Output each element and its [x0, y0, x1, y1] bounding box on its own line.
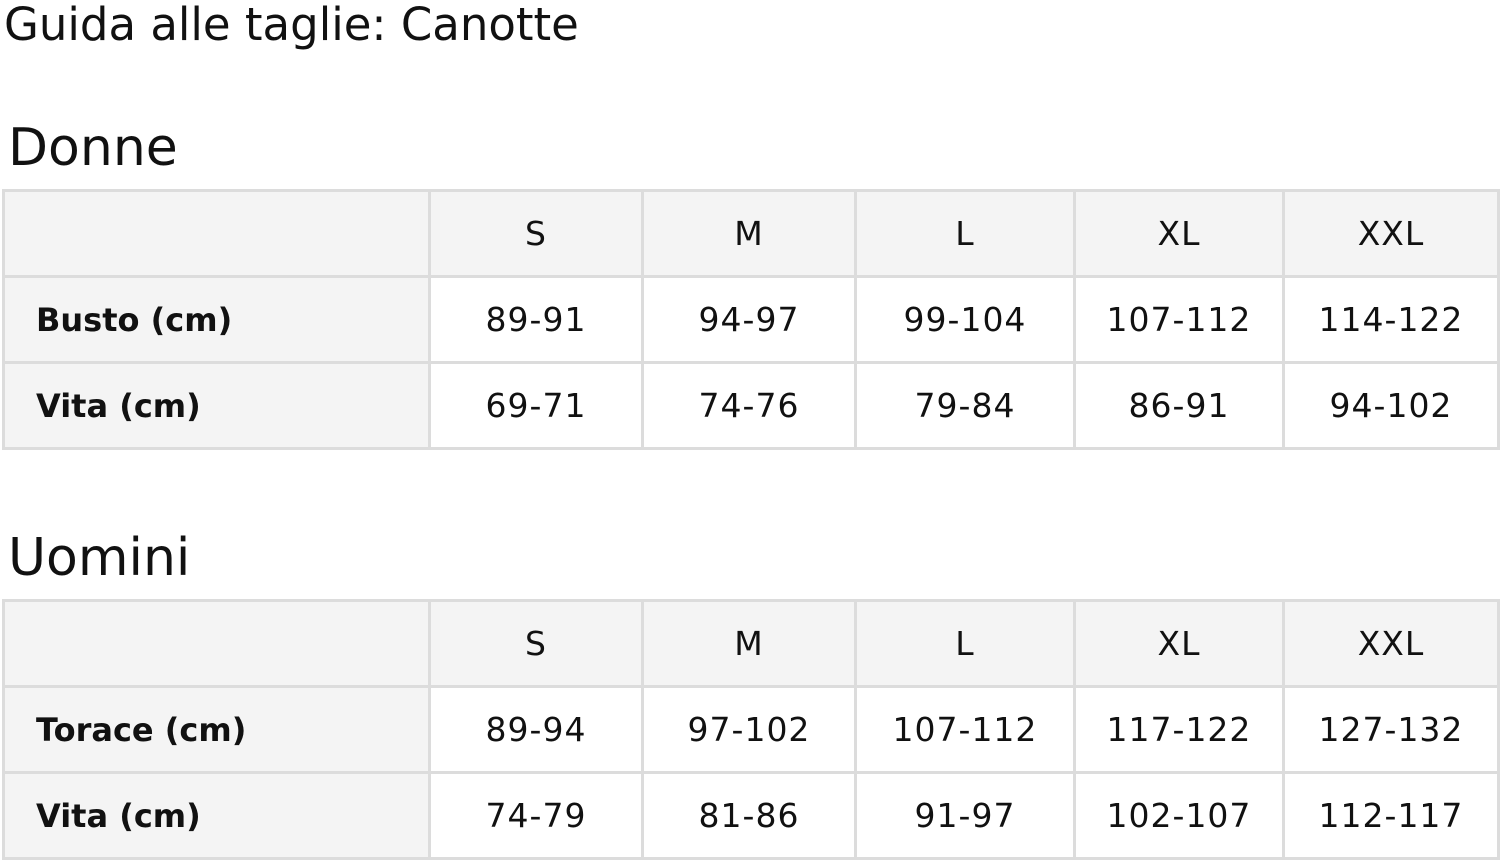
measurement-cell: 102-107	[1073, 771, 1285, 860]
measurement-cell: 74-76	[641, 361, 857, 450]
table-row: Vita (cm) 69-71 74-76 79-84 86-91 94-102	[2, 361, 1500, 450]
size-header: L	[854, 599, 1076, 688]
corner-cell	[2, 599, 431, 688]
row-label: Vita (cm)	[2, 771, 431, 860]
row-label: Torace (cm)	[2, 685, 431, 774]
section-heading-donne: Donne	[8, 118, 178, 178]
size-header: M	[641, 189, 857, 278]
measurement-cell: 107-112	[854, 685, 1076, 774]
measurement-cell: 74-79	[428, 771, 644, 860]
size-header: M	[641, 599, 857, 688]
measurement-cell: 89-91	[428, 275, 644, 364]
measurement-cell: 81-86	[641, 771, 857, 860]
measurement-cell: 69-71	[428, 361, 644, 450]
measurement-cell: 91-97	[854, 771, 1076, 860]
size-header: XXL	[1282, 599, 1500, 688]
measurement-cell: 79-84	[854, 361, 1076, 450]
measurement-cell: 99-104	[854, 275, 1076, 364]
size-header: XL	[1073, 189, 1285, 278]
measurement-cell: 86-91	[1073, 361, 1285, 450]
size-header: XXL	[1282, 189, 1500, 278]
header-row: S M L XL XXL	[2, 189, 1500, 278]
section-heading-uomini: Uomini	[8, 528, 191, 588]
row-label: Vita (cm)	[2, 361, 431, 450]
size-table-uomini: S M L XL XXL Torace (cm) 89-94 97-102 107-112 117…	[2, 599, 1500, 860]
measurement-cell: 112-117	[1282, 771, 1500, 860]
measurement-cell: 94-97	[641, 275, 857, 364]
measurement-cell: 107-112	[1073, 275, 1285, 364]
size-header: L	[854, 189, 1076, 278]
table-row: Busto (cm) 89-91 94-97 99-104 107-112 114-122	[2, 275, 1500, 364]
measurement-cell: 89-94	[428, 685, 644, 774]
size-table-donne: S M L XL XXL Busto (cm) 89-91 94-97 99-104 107-11…	[2, 189, 1500, 450]
corner-cell	[2, 189, 431, 278]
header-row: S M L XL XXL	[2, 599, 1500, 688]
measurement-cell: 127-132	[1282, 685, 1500, 774]
size-header: XL	[1073, 599, 1285, 688]
table-row: Vita (cm) 74-79 81-86 91-97 102-107 112-117	[2, 771, 1500, 860]
size-header: S	[428, 189, 644, 278]
table-row: Torace (cm) 89-94 97-102 107-112 117-122 127-…	[2, 685, 1500, 774]
row-label: Busto (cm)	[2, 275, 431, 364]
measurement-cell: 117-122	[1073, 685, 1285, 774]
size-header: S	[428, 599, 644, 688]
page-title: Guida alle taglie: Canotte	[4, 0, 579, 51]
measurement-cell: 97-102	[641, 685, 857, 774]
measurement-cell: 94-102	[1282, 361, 1500, 450]
measurement-cell: 114-122	[1282, 275, 1500, 364]
